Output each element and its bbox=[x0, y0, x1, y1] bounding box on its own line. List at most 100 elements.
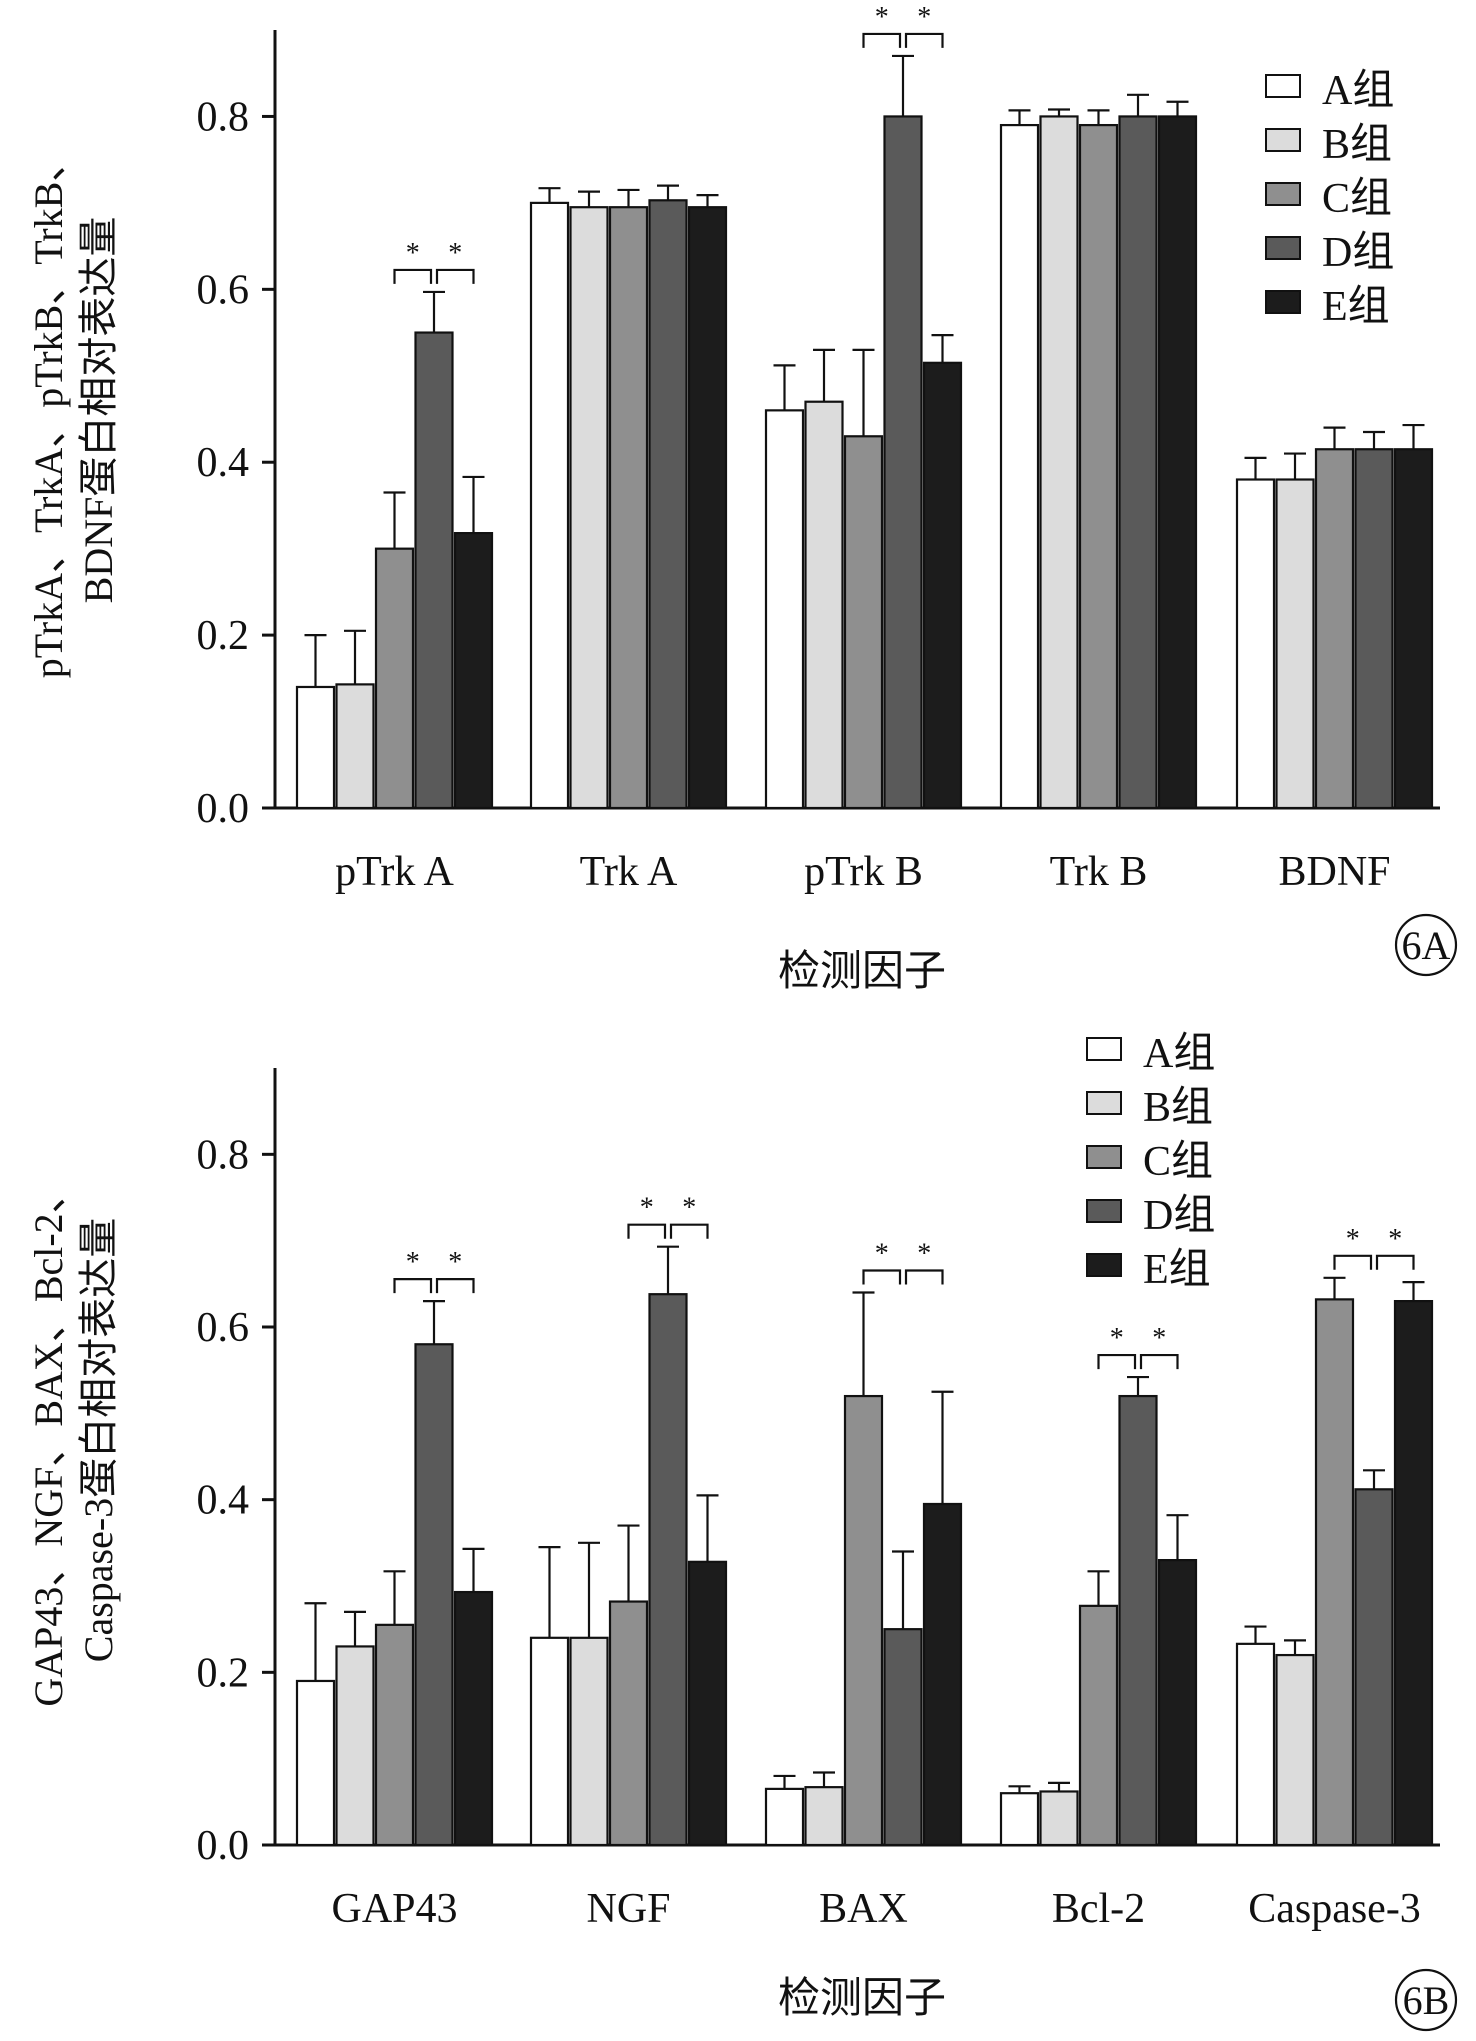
legend-swatch bbox=[1265, 236, 1301, 260]
significance-bracket bbox=[435, 268, 475, 284]
bar bbox=[608, 1600, 649, 1847]
bar bbox=[453, 1590, 494, 1847]
significance-bracket bbox=[862, 32, 902, 48]
significance-star: * bbox=[406, 238, 420, 269]
legend-swatch bbox=[1086, 1091, 1122, 1115]
legend-label: E组 bbox=[1143, 1247, 1211, 1293]
bar bbox=[1235, 478, 1276, 810]
bar bbox=[999, 1792, 1040, 1847]
y-tick-label: 0.6 bbox=[197, 267, 250, 313]
bar bbox=[922, 1502, 963, 1847]
legend-label: A组 bbox=[1143, 1031, 1215, 1077]
bar bbox=[1354, 1488, 1394, 1847]
bar bbox=[648, 199, 688, 810]
bar bbox=[1078, 123, 1119, 810]
panel-label-circle bbox=[1394, 913, 1458, 977]
y-tick-label: 0.4 bbox=[197, 440, 250, 486]
bar bbox=[335, 683, 375, 810]
chart-panel-6B: 0.0 0.2 0.4 0.6 0.8 GAP43、NGF、BAX、Bcl-2、 Caspa… bbox=[26, 1031, 1458, 2032]
significance-bracket bbox=[904, 32, 944, 48]
significance-star: * bbox=[1346, 1224, 1360, 1255]
significance-bracket bbox=[627, 1223, 667, 1239]
significance-bracket bbox=[669, 1223, 709, 1239]
significance-star: * bbox=[875, 2, 889, 33]
y-tick-label: 0.0 bbox=[197, 786, 250, 832]
y-tick-label: 0.8 bbox=[197, 1132, 250, 1178]
bar bbox=[764, 1787, 805, 1847]
significance-bracket bbox=[393, 268, 433, 284]
bar bbox=[1118, 1394, 1158, 1847]
y-axis-label: GAP43、NGF、BAX、Bcl-2、 bbox=[26, 1173, 71, 1706]
bar bbox=[764, 409, 805, 810]
significance-star: * bbox=[875, 1238, 889, 1269]
bar bbox=[569, 1636, 609, 1847]
legend-label: C组 bbox=[1322, 176, 1392, 222]
significance-star: * bbox=[917, 2, 931, 33]
significance-star: * bbox=[448, 1247, 462, 1278]
bar bbox=[1314, 448, 1355, 810]
significance-bracket bbox=[904, 1269, 944, 1285]
significance-star: * bbox=[1110, 1323, 1124, 1354]
x-tick-label: GAP43 bbox=[331, 1886, 457, 1932]
y-tick-label: 0.2 bbox=[197, 1650, 250, 1696]
bar bbox=[687, 206, 728, 810]
legend-swatch bbox=[1265, 290, 1301, 314]
x-tick-label: pTrk A bbox=[335, 849, 454, 895]
significance-star: * bbox=[1388, 1224, 1402, 1255]
bar bbox=[1157, 1558, 1198, 1847]
bar bbox=[883, 115, 923, 810]
legend-swatch bbox=[1265, 128, 1301, 152]
y-axis-label: pTrkA、TrkA、pTrkB、TrkB、 bbox=[26, 142, 71, 679]
y-tick-label: 0.4 bbox=[197, 1478, 250, 1524]
bar bbox=[1275, 1653, 1315, 1847]
panel-label: 6A bbox=[1402, 923, 1451, 968]
x-tick-label: Bcl-2 bbox=[1052, 1886, 1145, 1932]
y-tick-label: 0.0 bbox=[197, 1823, 250, 1869]
significance-bracket bbox=[1375, 1254, 1415, 1270]
bar bbox=[608, 206, 649, 810]
legend-label: A组 bbox=[1322, 68, 1394, 114]
bar bbox=[529, 1636, 570, 1847]
x-tick-label: Trk A bbox=[580, 849, 678, 895]
y-tick-label: 0.8 bbox=[197, 94, 250, 140]
bar bbox=[1235, 1642, 1276, 1847]
bar bbox=[1393, 448, 1434, 810]
legend-label: B组 bbox=[1143, 1085, 1213, 1131]
bar bbox=[1275, 478, 1315, 810]
bar bbox=[804, 1786, 844, 1847]
legend-swatch bbox=[1086, 1253, 1122, 1277]
bar bbox=[1078, 1604, 1119, 1847]
bar bbox=[374, 1623, 415, 1847]
bar bbox=[883, 1628, 923, 1847]
bar bbox=[1039, 1790, 1079, 1847]
bar bbox=[295, 1679, 336, 1847]
bar bbox=[1314, 1298, 1355, 1847]
x-tick-label: NGF bbox=[586, 1886, 670, 1932]
significance-bracket bbox=[862, 1269, 902, 1285]
significance-star: * bbox=[1152, 1323, 1166, 1354]
significance-bracket bbox=[435, 1278, 475, 1294]
legend-label: D组 bbox=[1322, 230, 1394, 276]
x-axis-label: 检测因子 bbox=[778, 1975, 946, 2022]
legend-label: C组 bbox=[1143, 1139, 1213, 1185]
significance-star: * bbox=[917, 1238, 931, 1269]
x-tick-label: Trk B bbox=[1050, 849, 1148, 895]
bar bbox=[335, 1645, 375, 1847]
legend-swatch bbox=[1265, 74, 1301, 98]
bar bbox=[295, 685, 336, 810]
significance-bracket bbox=[1139, 1353, 1179, 1370]
bar bbox=[1118, 115, 1158, 810]
y-axis-label: BDNF蛋白相对表达量 bbox=[76, 217, 121, 604]
y-axis-label: Caspase-3蛋白相对表达量 bbox=[76, 1218, 121, 1662]
x-axis-label: 检测因子 bbox=[778, 948, 946, 995]
significance-bracket bbox=[1097, 1353, 1137, 1370]
bar bbox=[922, 361, 963, 810]
significance-star: * bbox=[406, 1247, 420, 1278]
bar bbox=[804, 400, 844, 810]
x-tick-label: BAX bbox=[819, 1886, 908, 1932]
y-tick-label: 0.6 bbox=[197, 1305, 250, 1351]
bar bbox=[374, 547, 415, 810]
bar bbox=[843, 435, 884, 810]
significance-bracket bbox=[393, 1278, 433, 1294]
